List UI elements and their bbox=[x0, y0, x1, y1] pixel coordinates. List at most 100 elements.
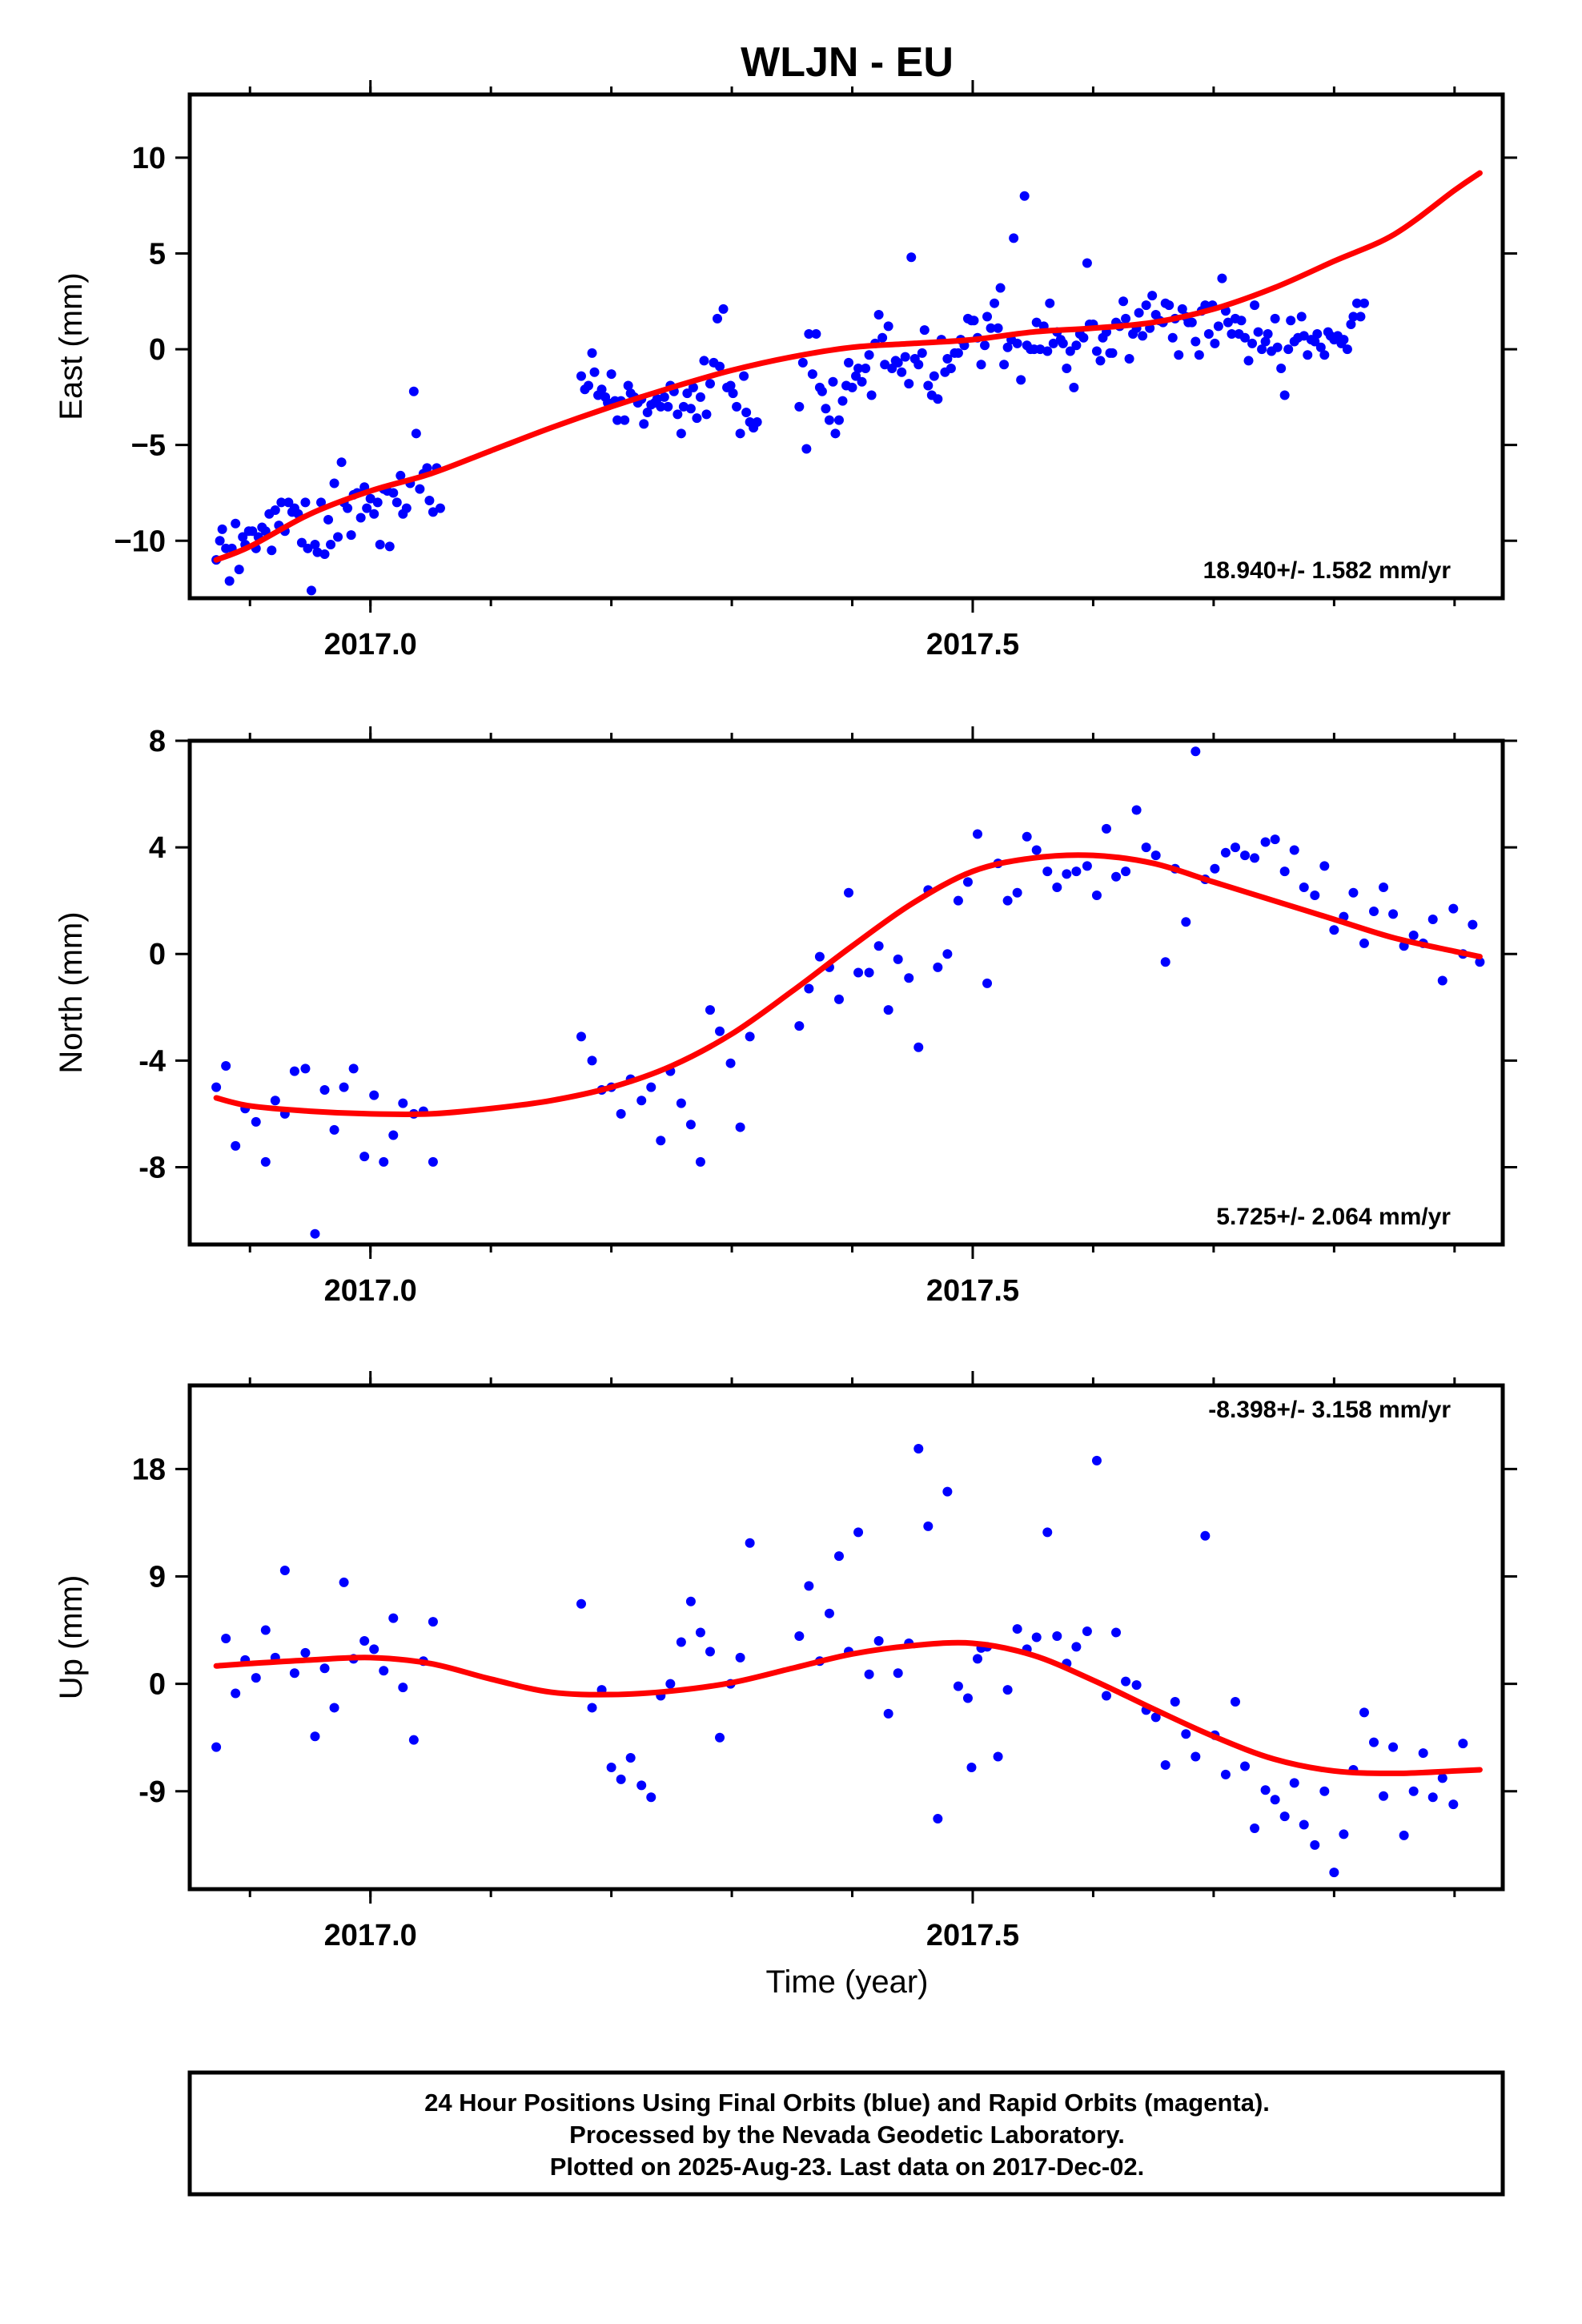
up-data-point bbox=[1408, 1786, 1419, 1796]
east-data-point bbox=[811, 328, 821, 339]
north-data-point bbox=[1181, 917, 1191, 927]
up-data-point bbox=[1012, 1624, 1022, 1634]
up-data-point bbox=[853, 1527, 864, 1538]
east-data-point bbox=[224, 576, 235, 586]
east-data-point bbox=[715, 361, 725, 372]
up-data-point bbox=[398, 1683, 408, 1693]
east-data-point bbox=[821, 404, 831, 414]
north-data-point bbox=[942, 949, 953, 959]
east-data-point bbox=[1069, 382, 1079, 392]
north-data-point bbox=[1388, 909, 1399, 919]
north-data-point bbox=[1141, 842, 1151, 853]
north-data-point bbox=[1379, 883, 1389, 893]
east-data-point bbox=[1194, 350, 1204, 360]
east-data-point bbox=[659, 392, 669, 402]
north-data-point bbox=[873, 941, 884, 951]
east-data-point bbox=[857, 376, 867, 387]
east-data-point bbox=[1121, 313, 1131, 324]
up-data-point bbox=[1031, 1632, 1042, 1642]
east-data-point bbox=[725, 380, 736, 391]
east-data-point bbox=[1065, 346, 1075, 356]
up-data-point bbox=[873, 1635, 884, 1646]
north-data-point bbox=[1062, 869, 1072, 879]
east-data-point bbox=[1270, 313, 1280, 324]
east-data-point bbox=[946, 364, 956, 374]
up-data-point bbox=[695, 1627, 705, 1638]
north-data-point bbox=[231, 1140, 241, 1151]
north-data-point bbox=[1022, 831, 1032, 842]
up-data-point bbox=[1071, 1642, 1082, 1652]
up-data-point bbox=[942, 1486, 953, 1497]
east-data-point bbox=[699, 356, 709, 366]
up-data-point bbox=[973, 1654, 982, 1664]
east-data-point bbox=[333, 532, 343, 542]
east-data-point bbox=[375, 540, 385, 550]
east-data-point bbox=[372, 497, 383, 508]
up-data-point bbox=[289, 1668, 299, 1679]
east-data-point bbox=[396, 470, 406, 480]
east-data-point bbox=[923, 380, 934, 391]
north-y-tick-label: 8 bbox=[149, 725, 166, 758]
east-data-point bbox=[1359, 298, 1369, 308]
north-data-point bbox=[1348, 887, 1359, 898]
east-data-point bbox=[804, 328, 814, 339]
up-data-point bbox=[221, 1633, 231, 1643]
up-data-point bbox=[1279, 1811, 1290, 1822]
east-data-point bbox=[424, 496, 435, 506]
east-data-point bbox=[1134, 308, 1144, 318]
east-data-point bbox=[656, 401, 666, 412]
east-data-point bbox=[435, 503, 445, 513]
up-data-point bbox=[1388, 1742, 1399, 1752]
north-data-point bbox=[1437, 975, 1447, 986]
east-data-point bbox=[1048, 338, 1058, 348]
up-data-point bbox=[993, 1751, 1003, 1762]
east-data-point bbox=[980, 340, 990, 351]
up-data-point bbox=[1160, 1759, 1170, 1770]
up-data-point bbox=[1111, 1627, 1122, 1638]
up-data-point bbox=[893, 1668, 903, 1679]
east-data-point bbox=[676, 428, 686, 439]
up-data-point bbox=[1121, 1676, 1131, 1687]
east-data-point bbox=[217, 524, 227, 534]
north-data-point bbox=[676, 1098, 686, 1108]
footer-line-3: Plotted on 2025-Aug-23. Last data on 201… bbox=[550, 2153, 1145, 2181]
east-data-point bbox=[1091, 346, 1102, 356]
up-data-point bbox=[1191, 1751, 1201, 1762]
north-x-tick-label: 2017.5 bbox=[926, 1274, 1019, 1308]
east-data-point bbox=[718, 304, 729, 314]
north-data-point bbox=[300, 1063, 311, 1074]
east-data-point bbox=[231, 518, 241, 529]
east-data-point bbox=[1210, 338, 1220, 348]
east-data-point bbox=[267, 545, 277, 556]
east-data-point bbox=[1263, 328, 1273, 339]
east-data-point bbox=[801, 444, 812, 454]
east-data-point bbox=[1279, 390, 1290, 400]
up-data-point bbox=[625, 1753, 636, 1763]
up-y-tick-label: 0 bbox=[149, 1668, 166, 1702]
east-data-point bbox=[1283, 344, 1294, 355]
east-data-point bbox=[587, 348, 597, 358]
up-data-point bbox=[933, 1814, 943, 1824]
up-data-point bbox=[300, 1647, 311, 1658]
east-data-point bbox=[1213, 321, 1223, 332]
east-data-point bbox=[1009, 233, 1019, 243]
up-data-point bbox=[676, 1637, 686, 1647]
east-data-point bbox=[1260, 336, 1271, 347]
east-data-point bbox=[1167, 332, 1178, 343]
east-data-point bbox=[673, 409, 683, 420]
east-data-point bbox=[893, 357, 903, 368]
north-data-point bbox=[1150, 850, 1161, 861]
north-data-point bbox=[1082, 861, 1092, 871]
east-data-point bbox=[739, 371, 749, 381]
east-data-point bbox=[794, 401, 805, 412]
up-data-point bbox=[1042, 1527, 1053, 1538]
north-data-point bbox=[745, 1031, 755, 1042]
east-data-point bbox=[1071, 340, 1082, 351]
up-data-point bbox=[1002, 1685, 1013, 1695]
east-data-point bbox=[969, 316, 979, 326]
x-axis-label: Time (year) bbox=[766, 1964, 929, 2000]
east-data-point bbox=[1031, 317, 1042, 328]
north-data-point bbox=[221, 1061, 231, 1072]
north-data-point bbox=[1052, 883, 1062, 893]
east-data-point bbox=[1164, 300, 1174, 311]
